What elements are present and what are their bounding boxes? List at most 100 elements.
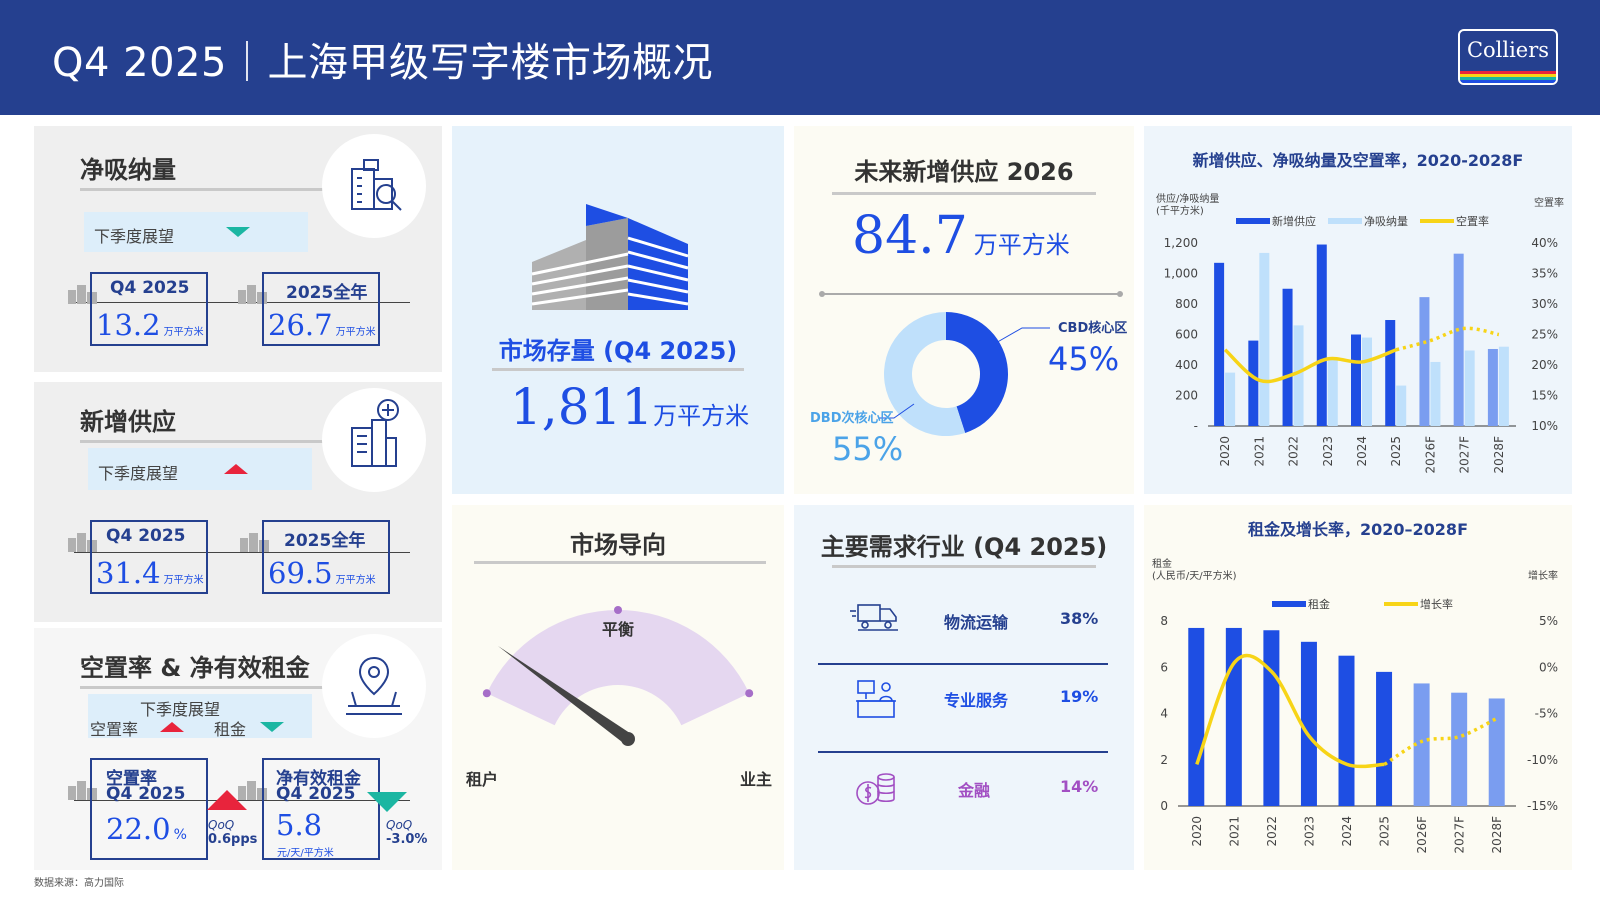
chart2-ylabel-left-1: 租金 <box>1152 557 1172 570</box>
down-arrow-icon <box>226 227 250 237</box>
future-supply-panel: 未来新增供应 2026 84.7 万平方米 CBD核心区 45% DBD次核心区 … <box>794 126 1134 494</box>
legend-swatch <box>1384 602 1418 606</box>
y-left-tick-label: 4 <box>1160 707 1168 721</box>
outlook-label: 下季度展望 <box>94 227 175 246</box>
y-right-tick-label: 5% <box>1539 614 1558 628</box>
box-label: Q4 2025 <box>276 784 356 804</box>
supply-year-box: 2025全年 69.5 万平方米 <box>262 520 390 594</box>
future-supply-value-row: 84.7 万平方米 <box>852 206 1070 266</box>
box-value: 5.8 <box>276 808 323 842</box>
absorption-outlook: 下季度展望 <box>84 212 308 252</box>
bar-租金 <box>1300 641 1317 806</box>
page-title: Q4 2025｜上海甲级写字楼市场概况 <box>52 40 713 86</box>
bar-净吸纳量 <box>1327 359 1338 426</box>
market-gauge: 平衡 租户 业主 <box>466 606 772 789</box>
up-arrow-icon <box>224 464 248 474</box>
gauge-mid-label: 平衡 <box>602 620 634 639</box>
absorption-title: 净吸纳量 <box>80 156 176 184</box>
demand-title: 主要需求行业 (Q4 2025) <box>820 533 1108 561</box>
y-left-tick-label: 1,200 <box>1164 236 1198 250</box>
x-tick-label: 2024 <box>1340 816 1354 847</box>
logo-stripes <box>1460 71 1556 83</box>
y-left-tick-label: 2 <box>1160 753 1168 767</box>
absorption-icon-circle <box>322 134 426 238</box>
gauge-left-label: 租户 <box>466 770 498 789</box>
bar-新增供应 <box>1282 288 1293 426</box>
box-unit: 元/天/平方米 <box>277 848 334 859</box>
chart1-ylabel-left-2: (千平方米) <box>1156 204 1204 217</box>
cbd-leader-line <box>993 327 1050 345</box>
y-left-tick-label: 800 <box>1175 297 1198 311</box>
building-add-icon <box>351 399 399 467</box>
bar-新增供应 <box>1351 334 1361 426</box>
x-tick-label: 2020 <box>1218 436 1232 467</box>
header-bar: Q4 2025｜上海甲级写字楼市场概况 Colliers <box>0 0 1600 115</box>
vacancy-qoq: QoQ 0.6pps <box>208 818 258 847</box>
y-right-tick-label: 35% <box>1531 267 1558 281</box>
box-label: 净有效租金 <box>276 769 361 789</box>
gauge-dot-middle <box>614 606 622 614</box>
stock-title-underline <box>492 368 744 371</box>
x-tick-label: 2025 <box>1378 816 1392 847</box>
y-right-tick-label: -15% <box>1527 799 1558 813</box>
y-left-tick-label: 8 <box>1160 614 1168 628</box>
market-direction-title: 市场导向 <box>570 531 666 559</box>
gauge-needle <box>497 645 632 744</box>
absorption-q4-box: Q4 2025 13.2 万平方米 <box>90 272 208 346</box>
x-tick-label: 2023 <box>1321 436 1335 467</box>
demand-item-share: 14% <box>1060 777 1099 796</box>
chart2-ylabel-left-2: (人民币/天/平方米) <box>1152 569 1237 582</box>
bar-新增供应 <box>1316 244 1327 426</box>
logo-text: Colliers <box>1466 38 1550 62</box>
demand-item-name: 专业服务 <box>944 691 1009 710</box>
y-right-tick-label: 20% <box>1531 358 1558 372</box>
bar-新增供应 <box>1487 348 1498 426</box>
supply-title: 新增供应 <box>80 408 176 436</box>
bar-净吸纳量 <box>1293 325 1304 426</box>
legend-label: 租金 <box>1308 597 1330 611</box>
bar-新增供应 <box>1214 262 1225 426</box>
gauge-right-label: 业主 <box>740 770 772 789</box>
dbd-leader-line <box>878 403 915 419</box>
bar-租金 <box>1188 627 1205 806</box>
bar-净吸纳量 <box>1430 361 1441 426</box>
stock-value-row: 1,811万平方米 <box>510 378 784 436</box>
donut-chart: CBD核心区 45% DBD次核心区 55% <box>810 291 1127 468</box>
market-direction-underline <box>474 561 766 564</box>
vacancy-rent-outlook: 下季度展望 空置率 租金 <box>88 694 312 739</box>
vacancy-rent-title: 空置率 & 净有效租金 <box>80 654 310 682</box>
supply-q4-box: Q4 2025 31.4 万平方米 <box>90 520 208 594</box>
bar-新增供应 <box>1419 297 1430 426</box>
coins-icon <box>856 773 895 805</box>
stock-value: 1,811 <box>510 378 654 436</box>
bar-净吸纳量 <box>1225 372 1236 426</box>
y-left-tick-label: 600 <box>1175 328 1198 342</box>
legend-swatch <box>1420 219 1454 223</box>
line-空置率 <box>1223 348 1397 384</box>
line-空置率-forecast <box>1395 326 1500 352</box>
rent-chart-panel: 租金及增长率，2020–2028F 租金 (人民币/天/平方米) 增长率 租金增… <box>1144 505 1572 870</box>
down-arrow-icon <box>260 722 284 732</box>
absorption-year-box: 2025全年 26.7 万平方米 <box>262 272 380 346</box>
demand-item-name: 物流运输 <box>944 613 1009 632</box>
x-tick-label: 2024 <box>1355 436 1369 467</box>
donut-slice <box>883 312 966 436</box>
y-right-tick-label: 30% <box>1531 297 1558 311</box>
future-supply-value: 84.7 <box>852 206 968 266</box>
future-supply-underline <box>832 192 1096 195</box>
buildings-icon <box>68 533 97 552</box>
box-label: 空置率 <box>106 769 157 789</box>
x-tick-label: 2021 <box>1227 816 1241 847</box>
y-left-tick-label: 400 <box>1175 358 1198 372</box>
bar-租金 <box>1225 627 1242 806</box>
future-supply-title: 未来新增供应 2026 <box>854 158 1074 186</box>
absorption-title-underline <box>80 188 324 191</box>
y-left-tick-label: - <box>1194 419 1198 433</box>
box-label: Q4 2025 <box>106 784 186 804</box>
demand-item-share: 19% <box>1060 687 1099 706</box>
supply-absorption-chart-panel: 新增供应、净吸纳量及空置率，2020-2028F 供应/净吸纳量 (千平方米) … <box>1144 126 1572 494</box>
y-left-tick-label: 6 <box>1160 660 1168 674</box>
supply-panel: 新增供应 下季度展望 Q4 2025 31.4 万平方米 2025全年 69.5 万… <box>34 382 442 622</box>
outlook-label: 下季度展望 <box>140 700 221 719</box>
box-label: Q4 2025 <box>110 278 190 298</box>
